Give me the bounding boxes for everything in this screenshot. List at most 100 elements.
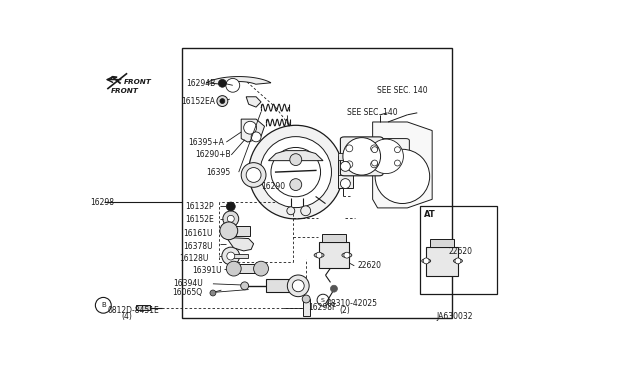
Ellipse shape: [346, 145, 353, 152]
Bar: [136, 305, 150, 311]
Text: 16152EA: 16152EA: [182, 97, 216, 106]
Text: B: B: [101, 302, 106, 308]
Ellipse shape: [220, 99, 225, 103]
Text: 22620: 22620: [448, 247, 472, 256]
Ellipse shape: [394, 147, 401, 153]
Polygon shape: [372, 122, 432, 208]
Ellipse shape: [342, 253, 352, 257]
Text: 08310-42025: 08310-42025: [326, 299, 378, 308]
Ellipse shape: [433, 240, 438, 245]
Text: 16065Q: 16065Q: [172, 288, 202, 297]
Text: 16395: 16395: [207, 168, 231, 177]
Bar: [322, 234, 346, 242]
Ellipse shape: [346, 161, 353, 168]
Ellipse shape: [241, 282, 248, 290]
Text: 16394U: 16394U: [173, 279, 203, 288]
Ellipse shape: [301, 206, 310, 216]
Ellipse shape: [339, 235, 344, 240]
Text: 16391U: 16391U: [192, 266, 221, 275]
Ellipse shape: [271, 147, 321, 197]
Ellipse shape: [218, 79, 227, 87]
Ellipse shape: [447, 240, 451, 245]
Ellipse shape: [223, 211, 239, 227]
Bar: [303, 299, 310, 316]
Bar: [429, 239, 454, 247]
Text: S: S: [321, 298, 325, 303]
Ellipse shape: [292, 280, 304, 292]
Bar: [231, 254, 248, 258]
Ellipse shape: [302, 295, 310, 303]
Ellipse shape: [330, 285, 337, 292]
Ellipse shape: [290, 179, 301, 190]
FancyBboxPatch shape: [367, 139, 410, 171]
Text: 16294B: 16294B: [187, 79, 216, 88]
Text: FRONT: FRONT: [111, 88, 139, 94]
Ellipse shape: [455, 258, 461, 264]
Text: 22620: 22620: [358, 261, 382, 270]
Text: 16395+A: 16395+A: [188, 138, 224, 147]
Ellipse shape: [222, 247, 240, 265]
Bar: [229, 226, 250, 236]
Text: 16128U: 16128U: [179, 254, 209, 263]
Ellipse shape: [372, 147, 378, 153]
Ellipse shape: [422, 259, 431, 263]
Ellipse shape: [343, 138, 381, 175]
Ellipse shape: [287, 207, 295, 215]
Bar: [319, 242, 349, 268]
Bar: [339, 153, 344, 160]
Ellipse shape: [227, 215, 234, 222]
Ellipse shape: [244, 121, 257, 134]
Polygon shape: [207, 77, 271, 84]
Text: 16132P: 16132P: [186, 202, 214, 211]
Ellipse shape: [246, 167, 261, 182]
Ellipse shape: [316, 252, 322, 258]
Ellipse shape: [369, 139, 403, 174]
Bar: [379, 153, 385, 160]
Text: 16298: 16298: [90, 198, 114, 207]
Ellipse shape: [324, 235, 330, 240]
Text: (2): (2): [339, 306, 349, 315]
Ellipse shape: [372, 160, 378, 166]
Ellipse shape: [227, 252, 235, 260]
Ellipse shape: [423, 258, 429, 264]
Ellipse shape: [314, 253, 324, 257]
Ellipse shape: [241, 163, 266, 187]
Ellipse shape: [340, 179, 350, 189]
Ellipse shape: [287, 275, 309, 296]
Text: 16152E: 16152E: [186, 215, 214, 224]
Ellipse shape: [394, 160, 401, 166]
Ellipse shape: [290, 154, 301, 166]
Ellipse shape: [440, 240, 445, 245]
Polygon shape: [246, 97, 261, 107]
Text: (4): (4): [121, 312, 132, 321]
Text: SEE SEC. 140: SEE SEC. 140: [376, 86, 428, 95]
Ellipse shape: [375, 149, 429, 203]
Ellipse shape: [220, 222, 237, 240]
Text: 16290+B: 16290+B: [195, 150, 230, 160]
Text: 16298F: 16298F: [308, 303, 337, 312]
Ellipse shape: [248, 125, 343, 219]
Text: 16378U: 16378U: [183, 242, 212, 251]
Ellipse shape: [344, 252, 350, 258]
Text: 0812D-8451E: 0812D-8451E: [108, 306, 159, 315]
Polygon shape: [241, 119, 264, 142]
Ellipse shape: [260, 137, 332, 208]
Text: SEE SEC. 140: SEE SEC. 140: [347, 108, 397, 117]
Text: JA630032: JA630032: [436, 312, 472, 321]
Ellipse shape: [217, 96, 228, 106]
Text: 16161U: 16161U: [183, 229, 212, 238]
Bar: [182, 48, 452, 318]
Ellipse shape: [227, 261, 241, 276]
Bar: [338, 156, 353, 188]
Ellipse shape: [340, 161, 350, 171]
Bar: [266, 279, 298, 292]
FancyBboxPatch shape: [340, 137, 383, 176]
Bar: [426, 247, 458, 276]
Text: 16290: 16290: [261, 182, 285, 191]
Ellipse shape: [227, 202, 236, 211]
Ellipse shape: [226, 78, 240, 92]
Polygon shape: [227, 237, 253, 251]
Ellipse shape: [454, 259, 463, 263]
Text: AT: AT: [424, 210, 435, 219]
Ellipse shape: [251, 132, 261, 142]
